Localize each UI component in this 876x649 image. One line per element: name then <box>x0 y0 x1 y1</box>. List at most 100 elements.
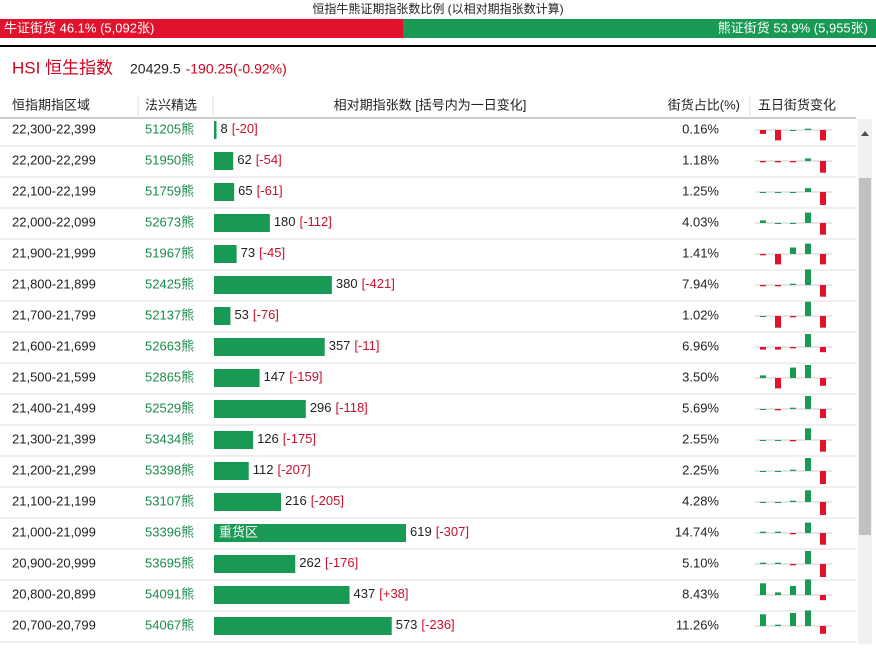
range: 21,700-21,799 <box>12 307 96 322</box>
five-day-bar <box>805 365 811 378</box>
range: 21,200-21,299 <box>12 462 96 477</box>
count: 62 <box>237 152 251 167</box>
day-change: [-307] <box>436 524 469 539</box>
header-cell: 街货占比(%) <box>668 97 740 112</box>
five-day-bar <box>760 583 766 595</box>
table-header: 恒指期指区域 法兴精选 相对期指张数 [括号内为一日变化] 街货占比(%) 五日街货变化 <box>0 96 856 119</box>
code[interactable]: 53396熊 <box>145 524 194 539</box>
code[interactable]: 52865熊 <box>145 369 194 384</box>
range: 21,600-21,699 <box>12 338 96 353</box>
five-day-bar <box>775 192 781 193</box>
day-change: [-76] <box>253 307 279 322</box>
code[interactable]: 54091熊 <box>145 586 194 601</box>
count-bar <box>214 245 237 263</box>
bear-bar <box>403 19 876 38</box>
share: 1.18% <box>682 152 719 167</box>
scroll-up[interactable] <box>861 131 869 136</box>
code[interactable]: 53695熊 <box>145 555 194 570</box>
share: 0.16% <box>682 121 719 136</box>
count: 8 <box>220 121 227 136</box>
code[interactable]: 51950熊 <box>145 152 194 167</box>
code[interactable]: 53107熊 <box>145 493 194 508</box>
day-change: [+38] <box>379 586 408 601</box>
five-day-bar <box>775 347 781 350</box>
scroll-thumb[interactable] <box>859 178 871 535</box>
five-day-bar <box>820 161 826 173</box>
code[interactable]: 54067熊 <box>145 617 194 632</box>
five-day-bar <box>790 500 796 502</box>
share: 3.50% <box>682 369 719 384</box>
day-change: [-20] <box>232 121 258 136</box>
count-text: 573 [-236] <box>396 617 455 632</box>
five-day-bar <box>775 592 781 595</box>
count-bar <box>214 524 406 542</box>
bull-bar <box>0 19 404 38</box>
count-text: 437 [+38] <box>354 586 409 601</box>
day-change: [-176] <box>325 555 358 570</box>
index-change: -190.25(-0.92%) <box>186 61 287 77</box>
five-day-bar <box>760 502 766 503</box>
day-change: [-175] <box>283 431 316 446</box>
day-change: [-205] <box>311 493 344 508</box>
code[interactable]: 51759熊 <box>145 183 194 198</box>
five-day-bar <box>760 409 766 410</box>
count-text: 380 [-421] <box>336 276 395 291</box>
count-bar <box>214 121 217 139</box>
code[interactable]: 52529熊 <box>145 400 194 415</box>
five-day-bar <box>820 130 826 141</box>
count: 357 <box>329 338 351 353</box>
day-change: [-207] <box>277 462 310 477</box>
heavy-label: 重货区 <box>219 524 258 539</box>
five-day-bar <box>760 316 766 317</box>
share: 6.96% <box>682 338 719 353</box>
count-text: 180 [-112] <box>274 214 332 229</box>
code[interactable]: 52425熊 <box>145 276 194 291</box>
day-change: [-45] <box>259 245 285 260</box>
five-day-bar <box>805 428 811 440</box>
code[interactable]: 52137熊 <box>145 307 194 322</box>
five-day-bar <box>790 161 796 163</box>
count-text: 73 [-45] <box>241 245 285 260</box>
range: 21,000-21,099 <box>12 524 96 539</box>
title: 恒指牛熊证期指张数比例 (以相对期指张数计算) <box>312 1 563 16</box>
count-text: 8 [-20] <box>220 121 257 136</box>
five-day-bar <box>760 130 766 134</box>
share: 7.94% <box>682 276 719 291</box>
five-day-bar <box>805 188 811 192</box>
code[interactable]: 53398熊 <box>145 462 194 477</box>
code[interactable]: 52673熊 <box>145 214 194 229</box>
five-day-bar <box>820 347 826 353</box>
five-day-bar <box>760 440 766 441</box>
share: 11.26% <box>676 617 720 632</box>
five-day-bar <box>805 551 811 564</box>
count-text: 296 [-118] <box>310 400 368 415</box>
count-text: 216 [-205] <box>285 493 344 508</box>
code[interactable]: 51967熊 <box>145 245 194 260</box>
five-day-bar <box>790 283 796 285</box>
header-cell: 法兴精选 <box>145 97 197 112</box>
header-cell: 相对期指张数 [括号内为一日变化] <box>334 97 527 112</box>
range: 20,800-20,899 <box>12 586 96 601</box>
five-day-bar <box>820 285 826 297</box>
five-day-bar <box>805 610 811 626</box>
count-bar <box>214 586 350 604</box>
five-day-bar <box>805 579 811 595</box>
day-change: [-421] <box>362 276 395 291</box>
count-text: 65 [-61] <box>238 183 282 198</box>
five-day-bar <box>820 378 826 386</box>
code[interactable]: 52663熊 <box>145 338 194 353</box>
range: 21,400-21,499 <box>12 400 96 415</box>
five-day-bar <box>760 531 766 533</box>
range: 21,500-21,599 <box>12 369 96 384</box>
count: 147 <box>264 369 286 384</box>
day-change: [-159] <box>289 369 322 384</box>
five-day-bar <box>775 502 781 503</box>
five-day-bar <box>775 440 781 441</box>
range: 22,100-22,199 <box>12 183 96 198</box>
share: 5.10% <box>682 555 719 570</box>
count: 437 <box>354 586 376 601</box>
code[interactable]: 51205熊 <box>145 121 194 136</box>
code[interactable]: 53434熊 <box>145 431 194 446</box>
